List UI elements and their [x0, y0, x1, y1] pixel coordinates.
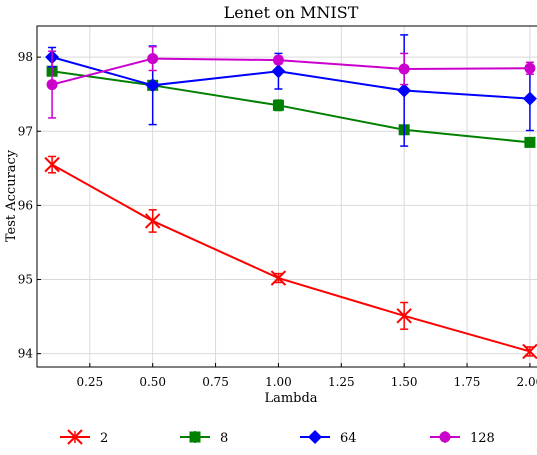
y-tick-label: 94 — [18, 347, 34, 361]
series-64 — [45, 34, 537, 147]
y-axis: 94 95 96 97 98 — [18, 50, 41, 361]
legend-label: 2 — [100, 431, 108, 446]
data-point — [44, 156, 60, 173]
x-tick-label: 0.50 — [139, 375, 166, 389]
data-point — [270, 270, 287, 286]
legend-marker — [67, 429, 83, 445]
x-axis: 0.25 0.50 0.75 1.00 1.25 1.50 1.75 2.00 — [76, 363, 537, 389]
x-tick-label: 2.00 — [517, 375, 537, 389]
series-line — [51, 56, 530, 100]
x-tick-label: 1.50 — [391, 375, 418, 389]
legend-item-128: 128 — [430, 431, 495, 446]
x-tick-label: 1.75 — [454, 375, 481, 389]
legend-marker — [439, 431, 451, 443]
data-point — [522, 343, 537, 360]
legend-item-64: 64 — [300, 430, 357, 446]
data-point — [522, 91, 537, 106]
data-point — [145, 78, 160, 93]
data-point — [144, 213, 161, 229]
data-point — [271, 64, 286, 79]
x-tick-label: 0.25 — [76, 375, 103, 389]
data-point — [147, 53, 159, 65]
series-128 — [46, 46, 536, 119]
y-axis-label: Test Accuracy — [4, 149, 19, 242]
legend-item-2: 2 — [60, 429, 108, 446]
y-tick-label: 98 — [18, 50, 33, 64]
data-point — [396, 308, 412, 324]
y-tick-label: 97 — [18, 124, 33, 138]
series-line — [51, 163, 531, 353]
legend-item-8: 8 — [180, 431, 228, 446]
legend: 2 8 64 128 — [60, 429, 495, 446]
data-point — [398, 63, 410, 75]
y-tick-label: 95 — [18, 273, 33, 287]
legend-marker — [189, 431, 201, 443]
chart-title: Lenet on MNIST — [224, 3, 359, 22]
legend-label: 128 — [470, 431, 495, 446]
series-8 — [46, 65, 536, 148]
x-tick-label: 0.75 — [202, 375, 229, 389]
y-tick-label: 96 — [18, 198, 33, 212]
x-axis-label: Lambda — [264, 391, 317, 406]
legend-marker — [308, 430, 322, 444]
series-layer — [44, 34, 537, 360]
data-point — [524, 62, 536, 74]
grid — [37, 26, 537, 367]
legend-label: 8 — [220, 431, 228, 446]
legend-label: 64 — [340, 431, 357, 446]
x-tick-label: 1.00 — [265, 375, 292, 389]
data-point — [272, 54, 284, 66]
x-tick-label: 1.25 — [328, 375, 355, 389]
data-point — [524, 136, 536, 148]
data-point — [397, 83, 412, 98]
data-point — [272, 99, 284, 111]
series-2 — [44, 155, 537, 360]
plot-frame — [36, 25, 537, 368]
data-point — [46, 79, 58, 91]
